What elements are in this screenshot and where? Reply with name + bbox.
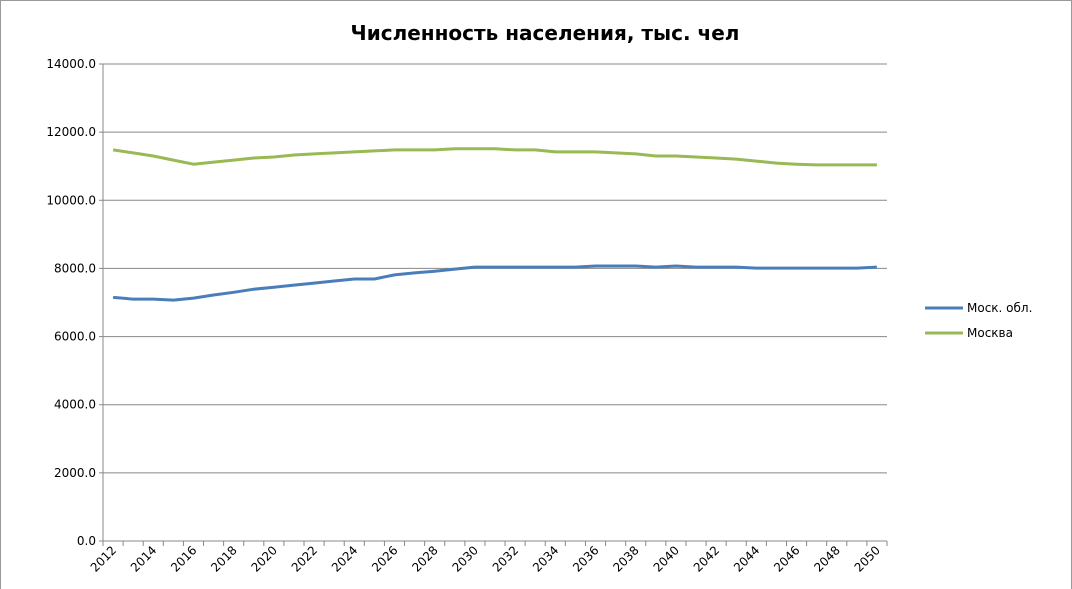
y-tick-label: 8000.0 xyxy=(54,261,96,275)
y-tick-label: 6000.0 xyxy=(54,330,96,344)
y-tick-label: 12000.0 xyxy=(46,125,96,139)
y-tick-label: 0.0 xyxy=(77,534,96,548)
chart-title: Численность населения, тыс. чел xyxy=(351,21,740,45)
y-tick-label: 4000.0 xyxy=(54,398,96,412)
line-series xyxy=(112,264,877,302)
y-tick-label: 14000.0 xyxy=(46,57,96,71)
y-tick-label: 10000.0 xyxy=(46,193,96,207)
legend-label: Моск. обл. xyxy=(967,301,1032,315)
legend-label: Москва xyxy=(967,326,1013,340)
line-series xyxy=(112,147,877,167)
y-tick-label: 2000.0 xyxy=(54,466,96,480)
